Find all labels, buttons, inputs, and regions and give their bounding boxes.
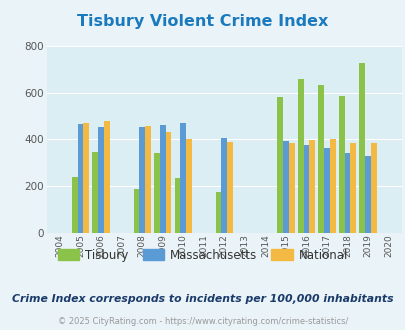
Bar [83,123,89,233]
Bar [282,141,288,233]
Bar [288,144,294,233]
Bar [154,153,160,233]
Bar [180,123,185,233]
Bar [344,153,350,233]
Bar [104,121,109,233]
Legend: Tisbury, Massachusetts, National: Tisbury, Massachusetts, National [53,244,352,266]
Bar [318,85,323,233]
Bar [277,97,282,233]
Bar [329,139,335,233]
Bar [185,139,192,233]
Bar [370,143,376,233]
Bar [323,148,329,233]
Text: Tisbury Violent Crime Index: Tisbury Violent Crime Index [77,14,328,29]
Bar [358,62,364,233]
Bar [165,132,171,233]
Bar [215,192,221,233]
Bar [174,178,180,233]
Bar [364,156,370,233]
Bar [303,145,309,233]
Bar [72,177,77,233]
Text: Crime Index corresponds to incidents per 100,000 inhabitants: Crime Index corresponds to incidents per… [12,294,393,304]
Bar [350,143,355,233]
Bar [145,126,150,233]
Bar [139,127,145,233]
Bar [309,140,314,233]
Bar [297,79,303,233]
Text: © 2025 CityRating.com - https://www.cityrating.com/crime-statistics/: © 2025 CityRating.com - https://www.city… [58,317,347,326]
Bar [77,124,83,233]
Bar [133,189,139,233]
Bar [227,142,232,233]
Bar [98,127,104,233]
Bar [221,138,227,233]
Bar [160,125,165,233]
Bar [338,96,344,233]
Bar [92,152,98,233]
